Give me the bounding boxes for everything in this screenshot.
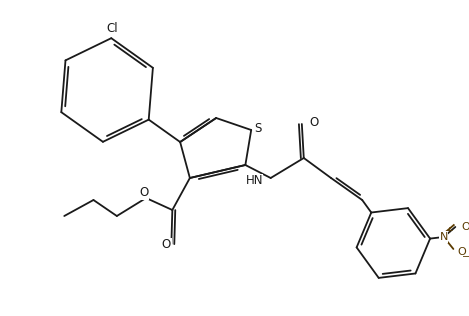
Text: Cl: Cl: [106, 22, 118, 35]
Text: HN: HN: [245, 174, 263, 187]
Text: N: N: [439, 232, 448, 242]
Text: O: O: [457, 247, 466, 257]
Text: O: O: [461, 222, 469, 232]
Text: O: O: [139, 186, 149, 199]
Text: S: S: [254, 121, 262, 135]
Text: O: O: [310, 116, 319, 129]
Text: +: +: [445, 227, 452, 235]
Text: −: −: [462, 252, 469, 262]
Text: O: O: [162, 239, 171, 252]
